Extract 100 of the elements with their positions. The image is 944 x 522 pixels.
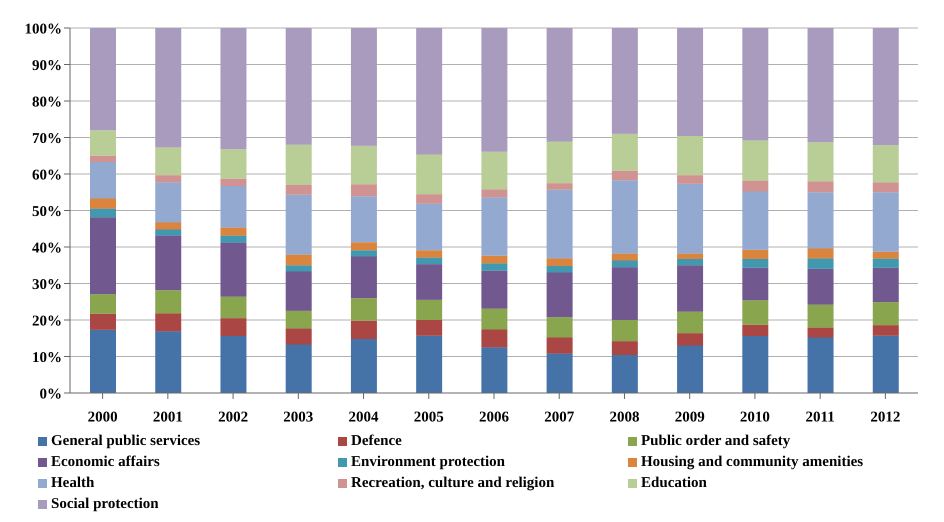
legend-label: Defence [351,433,402,450]
bar [286,194,312,255]
bar [90,294,116,314]
bar [872,252,899,259]
bar [872,182,899,192]
bar [350,146,377,184]
legend-label: General public services [51,433,200,450]
bar [350,196,377,242]
bar [481,28,508,152]
bar [677,259,704,266]
bar [416,194,442,204]
bar [220,228,246,236]
bar [872,145,899,182]
bar [742,192,768,250]
bar [90,330,116,393]
bar [350,256,377,298]
bar [416,204,442,250]
bar [286,310,312,328]
bar [90,198,116,209]
bar [90,162,116,198]
bar [155,290,182,314]
x-tick-label: 2012 [870,410,900,426]
bar [155,182,182,223]
bar [612,320,638,342]
bar [350,338,377,393]
legend-label: Education [641,475,707,492]
bar [612,341,638,356]
bar [742,336,768,393]
bar [808,192,834,248]
bar [677,265,704,312]
bar [872,302,899,326]
bar [677,184,704,254]
bar [742,28,768,140]
bar [155,175,182,182]
bar [742,268,768,300]
bar [220,149,246,179]
bar [872,268,899,302]
bar [286,28,312,145]
x-tick-label: 2011 [806,410,835,426]
legend-label: Public order and safety [641,433,790,450]
bar [416,264,442,300]
bar [481,329,508,348]
bar [677,312,704,334]
bar [742,250,768,260]
bar [416,28,442,155]
bar [677,136,704,176]
bar [677,175,704,184]
bar [220,296,246,318]
bar [416,258,442,264]
bar [220,186,246,228]
bar [612,170,638,180]
x-tick-label: 2004 [348,410,380,426]
y-tick-label: 90% [32,58,62,74]
bar [90,208,116,218]
bar [546,28,573,142]
bar [286,344,312,393]
legend-label: Recreation, culture and religion [351,475,554,492]
y-tick-label: 80% [32,94,62,110]
bar [481,270,508,309]
legend-label: Housing and community amenities [641,454,864,471]
bar [416,154,442,194]
bar [90,314,116,330]
bar [677,333,704,346]
bar [872,192,899,252]
x-tick-label: 2002 [218,410,248,426]
bar [220,178,246,186]
bar [286,144,312,185]
bar [546,258,573,266]
x-tick-label: 2003 [283,410,314,426]
bar [220,242,246,297]
bar [808,328,834,338]
bar [808,268,834,305]
bar [286,265,312,272]
bar [155,229,182,236]
bar [350,242,377,250]
x-tick-label: 2008 [609,410,640,426]
x-tick-label: 2007 [544,410,575,426]
bar [546,266,573,273]
bar [350,320,377,339]
bar [742,259,768,268]
bar [481,152,508,190]
bar [90,130,116,156]
bar [612,355,638,393]
bar [416,320,442,336]
bar [155,222,182,230]
legend-label: Social protection [51,496,159,513]
bar [481,263,508,271]
bar [742,300,768,325]
bar [416,250,442,258]
bar [416,300,442,320]
bar [286,254,312,266]
bar [612,134,638,171]
x-tick-label: 2000 [88,410,118,426]
bar [286,328,312,344]
bar [155,236,182,290]
bar [350,250,377,256]
bar [612,260,638,268]
legend-label: Health [51,475,94,492]
bar [808,142,834,182]
bar [808,338,834,393]
